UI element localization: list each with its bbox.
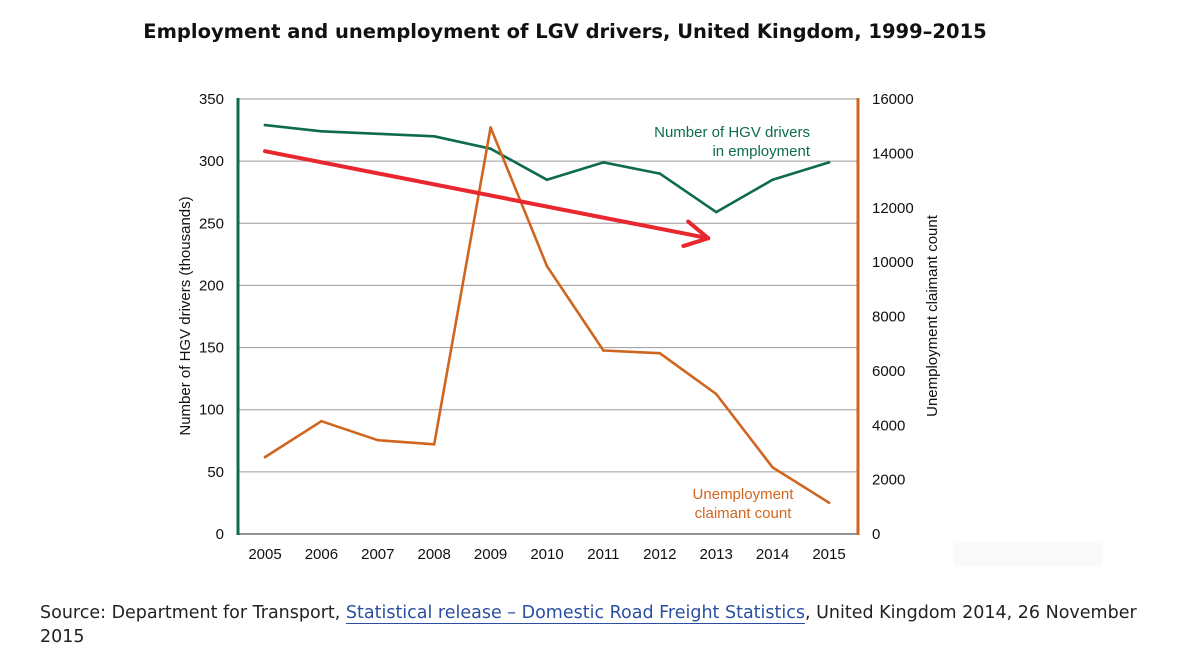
left-tick-label: 50 (207, 464, 224, 481)
employment-data-point (432, 135, 436, 138)
chart-title: Employment and unemployment of LGV drive… (143, 20, 987, 43)
employment-data-point (263, 123, 267, 127)
left-tick-label: 200 (199, 277, 224, 294)
right-tick-label: 0 (872, 526, 880, 543)
employment-data-point (658, 172, 662, 175)
unemployment-data-point (827, 501, 831, 505)
employment-series-label: in employment (712, 143, 810, 160)
employment-data-point (714, 210, 718, 214)
x-tick-label: 2007 (361, 546, 394, 563)
trend-arrow-annotation (263, 149, 711, 249)
right-tick-label: 12000 (872, 200, 914, 217)
x-tick-label: 2012 (643, 546, 676, 563)
left-tick-label: 0 (216, 526, 224, 543)
unemployment-data-point (263, 455, 267, 459)
x-tick-label: 2010 (530, 546, 563, 563)
x-tick-label: 2011 (587, 546, 619, 563)
unemployment-data-point (432, 443, 436, 446)
right-tick-label: 6000 (872, 363, 905, 380)
series-lines (263, 123, 831, 505)
background-patch (953, 543, 1103, 567)
unemployment-series-line (263, 126, 831, 505)
employment-data-point (320, 130, 323, 133)
series-labels: Number of HGV drivers in employment Unempl… (654, 124, 811, 522)
unemployment-series-label: claimant count (695, 505, 793, 522)
unemployment-data-point (489, 126, 492, 129)
x-tick-label: 2013 (700, 546, 733, 563)
source-link[interactable]: Statistical release – Domestic Road Frei… (345, 603, 805, 624)
x-axis-ticks: 2005 2006 2007 2008 2009 2010 2011 2012 2013 2014… (248, 546, 845, 563)
left-tick-label: 100 (199, 402, 224, 419)
left-axis-title: Number of HGV drivers (thousands) (177, 196, 194, 435)
x-tick-label: 2008 (418, 546, 451, 563)
x-tick-label: 2006 (305, 546, 338, 563)
x-tick-label: 2009 (474, 546, 507, 563)
right-tick-label: 16000 (872, 91, 914, 108)
gridlines (238, 98, 858, 473)
unemployment-data-point (376, 438, 380, 442)
source-suffix: , United Kingdom 2014, 26 November 2015 (40, 603, 1137, 647)
left-axis-ticks: 0 50 100 150 200 250 300 350 (199, 91, 224, 543)
source-note: Source: Department for Transport, Statis… (40, 601, 1160, 649)
employment-data-point (771, 178, 774, 182)
left-tick-label: 250 (199, 215, 224, 232)
x-tick-label: 2015 (812, 546, 845, 563)
right-axis-ticks: 0 2000 4000 6000 8000 10000 12000 14000 16000 (872, 91, 914, 543)
right-tick-label: 8000 (872, 309, 905, 326)
employment-data-point (489, 147, 492, 150)
left-tick-label: 150 (199, 340, 224, 357)
source-prefix: Source: Department for Transport, (40, 603, 346, 623)
unemployment-series-label: Unemployment (693, 486, 795, 503)
right-tick-label: 4000 (872, 417, 905, 434)
unemployment-data-point (320, 419, 323, 423)
employment-data-point (545, 178, 549, 182)
unemployment-data-point (658, 351, 662, 355)
right-tick-label: 2000 (872, 472, 905, 489)
left-tick-label: 300 (199, 153, 224, 170)
unemployment-data-point (602, 349, 605, 352)
dual-axis-line-chart: 0 50 100 150 200 250 300 350 0 2000 4000 6000 8000 1… (177, 91, 941, 563)
trend-arrow-shaft (263, 149, 711, 241)
unemployment-data-point (545, 264, 549, 268)
right-axis-title: Unemployment claimant count (924, 214, 941, 417)
employment-data-point (602, 161, 605, 164)
left-tick-label: 350 (199, 91, 224, 108)
unemployment-data-point (771, 466, 774, 469)
trend-arrow-head (681, 219, 711, 249)
axes (236, 98, 860, 535)
right-tick-label: 10000 (872, 254, 914, 271)
employment-data-point (827, 161, 831, 164)
unemployment-data-point (714, 392, 718, 396)
employment-data-point (376, 132, 380, 136)
employment-series-label: Number of HGV drivers (654, 124, 810, 141)
right-tick-label: 14000 (872, 145, 914, 162)
x-tick-label: 2005 (248, 546, 281, 563)
x-tick-label: 2014 (756, 546, 789, 563)
